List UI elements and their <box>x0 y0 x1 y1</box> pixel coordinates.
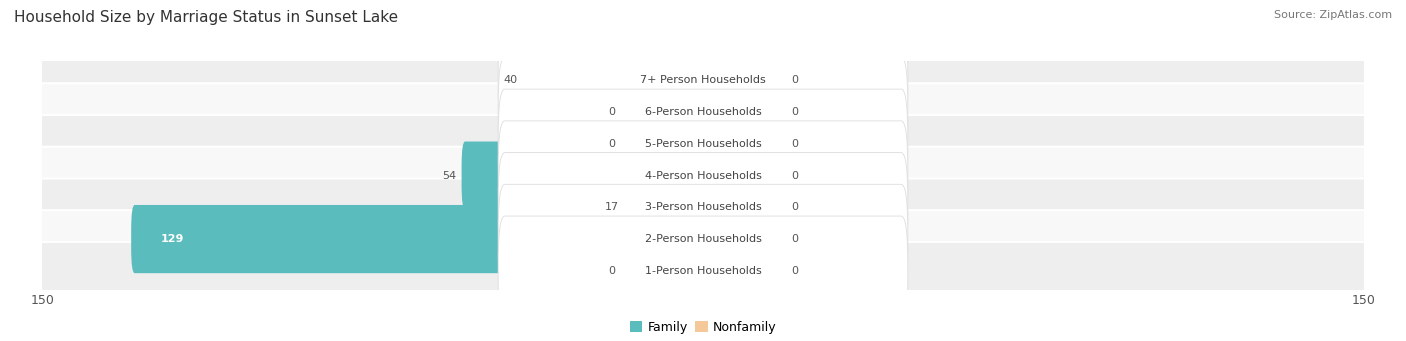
FancyBboxPatch shape <box>498 152 908 262</box>
FancyBboxPatch shape <box>31 115 1375 173</box>
FancyBboxPatch shape <box>461 142 707 210</box>
FancyBboxPatch shape <box>699 142 786 210</box>
FancyBboxPatch shape <box>620 237 707 305</box>
FancyBboxPatch shape <box>699 110 786 178</box>
FancyBboxPatch shape <box>31 83 1375 141</box>
Text: 0: 0 <box>792 75 799 85</box>
FancyBboxPatch shape <box>498 121 908 231</box>
Text: 0: 0 <box>792 234 799 244</box>
Text: 1-Person Households: 1-Person Households <box>644 266 762 276</box>
Text: 5-Person Households: 5-Person Households <box>644 139 762 149</box>
FancyBboxPatch shape <box>498 184 908 294</box>
FancyBboxPatch shape <box>498 216 908 326</box>
FancyBboxPatch shape <box>498 26 908 135</box>
FancyBboxPatch shape <box>699 237 786 305</box>
FancyBboxPatch shape <box>31 147 1375 205</box>
FancyBboxPatch shape <box>699 46 786 115</box>
Text: Household Size by Marriage Status in Sunset Lake: Household Size by Marriage Status in Sun… <box>14 10 398 25</box>
Text: 40: 40 <box>503 75 517 85</box>
Text: 0: 0 <box>792 107 799 117</box>
FancyBboxPatch shape <box>131 205 707 273</box>
FancyBboxPatch shape <box>699 173 786 241</box>
Text: 0: 0 <box>607 266 614 276</box>
Text: 17: 17 <box>605 202 619 212</box>
FancyBboxPatch shape <box>699 78 786 146</box>
FancyBboxPatch shape <box>31 178 1375 236</box>
Text: 0: 0 <box>792 139 799 149</box>
Text: 0: 0 <box>792 266 799 276</box>
Text: 0: 0 <box>792 170 799 181</box>
Text: 7+ Person Households: 7+ Person Households <box>640 75 766 85</box>
Text: 4-Person Households: 4-Person Households <box>644 170 762 181</box>
Text: 129: 129 <box>162 234 184 244</box>
Text: Source: ZipAtlas.com: Source: ZipAtlas.com <box>1274 10 1392 20</box>
Text: 0: 0 <box>607 107 614 117</box>
FancyBboxPatch shape <box>624 173 707 241</box>
FancyBboxPatch shape <box>498 57 908 167</box>
Text: 3-Person Households: 3-Person Households <box>644 202 762 212</box>
FancyBboxPatch shape <box>620 110 707 178</box>
Text: 2-Person Households: 2-Person Households <box>644 234 762 244</box>
Text: 6-Person Households: 6-Person Households <box>644 107 762 117</box>
Legend: Family, Nonfamily: Family, Nonfamily <box>630 321 776 334</box>
FancyBboxPatch shape <box>498 89 908 199</box>
FancyBboxPatch shape <box>699 205 786 273</box>
FancyBboxPatch shape <box>620 78 707 146</box>
FancyBboxPatch shape <box>523 46 707 115</box>
FancyBboxPatch shape <box>31 242 1375 300</box>
Text: 0: 0 <box>792 202 799 212</box>
Text: 0: 0 <box>607 139 614 149</box>
Text: 54: 54 <box>441 170 457 181</box>
FancyBboxPatch shape <box>31 51 1375 109</box>
FancyBboxPatch shape <box>31 210 1375 268</box>
